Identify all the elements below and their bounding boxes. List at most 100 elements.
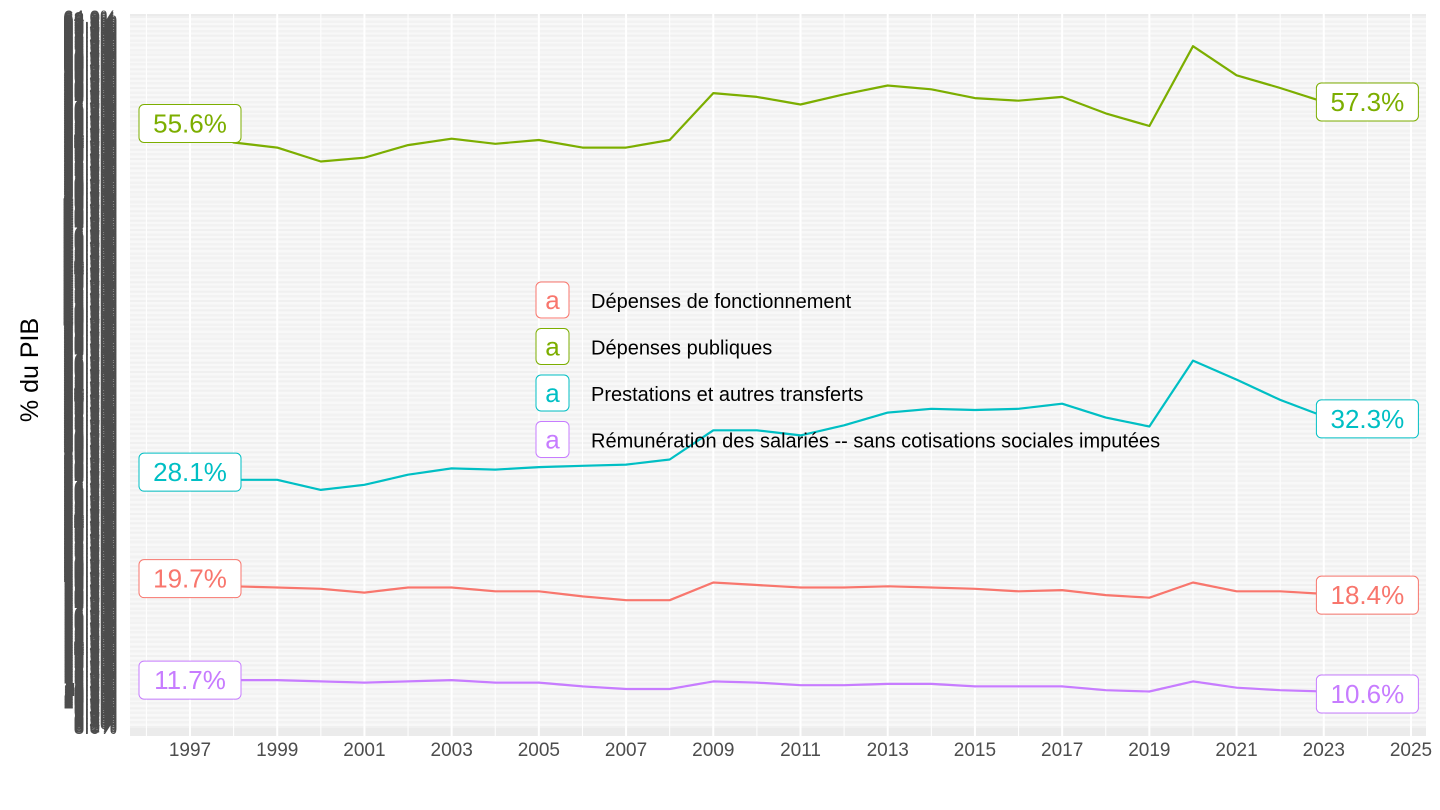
y-tick-label: 35.5% xyxy=(63,369,117,390)
y-axis-ticks: 8.0%8.1%8.2%8.3%8.4%8.5%8.6%8.7%8.8%8.9%… xyxy=(63,8,117,739)
y-tick-label: 18.2% xyxy=(63,589,117,610)
y-tick-label: 35.4% xyxy=(63,371,117,392)
y-tick-label: 8.2% xyxy=(74,715,117,736)
y-tick-label: 56.6% xyxy=(63,102,117,123)
label-text: 28.1% xyxy=(153,457,227,487)
y-tick-label: 31.0% xyxy=(63,426,117,447)
legend-key-glyph: a xyxy=(545,332,560,362)
label-box xyxy=(138,104,242,143)
y-tick-label: 55.0% xyxy=(63,122,117,143)
label-box xyxy=(138,660,242,700)
y-tick-label: 23.1% xyxy=(63,527,117,548)
y-tick-label: 36.0% xyxy=(63,363,117,384)
y-tick-label: 37.5% xyxy=(63,344,117,365)
y-tick-label: 46.4% xyxy=(63,231,117,252)
y-tick-label: 29.4% xyxy=(63,447,117,468)
y-tick-label: 26.1% xyxy=(63,489,117,510)
y-tick-label: 11.6% xyxy=(65,672,118,693)
y-tick-label: 45.9% xyxy=(63,237,117,258)
y-tick-label: 44.5% xyxy=(63,255,117,276)
y-tick-label: 26.4% xyxy=(63,485,117,506)
y-tick-label: 36.8% xyxy=(63,353,117,374)
y-tick-label: 46.8% xyxy=(63,226,117,247)
legend-key-glyph: a xyxy=(545,378,560,408)
y-tick-label: 19.0% xyxy=(63,579,117,600)
y-tick-label: 31.3% xyxy=(63,423,117,444)
label-box xyxy=(138,559,242,599)
y-tick-label: 50.4% xyxy=(63,180,117,201)
y-tick-label: 16.7% xyxy=(63,608,117,629)
y-tick-label: 40.8% xyxy=(63,302,117,323)
y-tick-label: 34.2% xyxy=(63,386,117,407)
y-tick-label: 62.9% xyxy=(63,22,117,43)
y-tick-label: 53.7% xyxy=(63,139,117,160)
y-tick-label: 31.6% xyxy=(63,419,117,440)
y-tick-label: 37.4% xyxy=(63,345,117,366)
y-tick-label: 38.3% xyxy=(63,334,117,355)
y-tick-label: 63.0% xyxy=(63,21,117,42)
y-tick-label: 26.6% xyxy=(63,482,117,503)
y-tick-label: 15.7% xyxy=(63,620,117,641)
y-tick-label: 31.2% xyxy=(63,424,117,445)
y-tick-label: 44.9% xyxy=(63,250,117,271)
y-tick-label: 46.3% xyxy=(63,232,117,253)
y-tick-label: 17.5% xyxy=(63,598,117,619)
y-tick-label: 60.8% xyxy=(63,49,117,70)
y-tick-label: 57.9% xyxy=(63,85,117,106)
y-tick-label: 26.2% xyxy=(63,487,117,508)
legend-key-box xyxy=(535,374,570,412)
y-tick-label: 61.8% xyxy=(63,36,117,57)
y-tick-label: 42.8% xyxy=(63,277,117,298)
y-tick-label: 18.8% xyxy=(63,581,117,602)
y-tick-label: 32.0% xyxy=(63,414,117,435)
y-tick-label: 37.2% xyxy=(63,348,117,369)
y-tick-label: 21.5% xyxy=(63,547,117,568)
label-text: 32.3% xyxy=(1331,404,1405,434)
y-tick-label: 34.5% xyxy=(63,382,117,403)
y-tick-label: 36.2% xyxy=(63,360,117,381)
y-tick-label: 27.9% xyxy=(63,466,117,487)
legend-label: Rémunération des salariés -- sans cotisa… xyxy=(591,431,1160,453)
y-tick-label: 56.3% xyxy=(63,106,117,127)
y-tick-label: 14.0% xyxy=(63,642,117,663)
y-tick-label: 24.3% xyxy=(63,511,117,532)
y-tick-label: 22.5% xyxy=(63,534,117,555)
y-tick-label: 21.7% xyxy=(63,544,117,565)
y-tick-label: 54.7% xyxy=(63,126,117,147)
y-tick-label: 53.8% xyxy=(63,137,117,158)
y-tick-label: 59.9% xyxy=(63,60,117,81)
y-tick-label: 33.4% xyxy=(63,396,117,417)
y-tick-label: 13.6% xyxy=(63,647,117,668)
y-tick-label: 12.3% xyxy=(63,663,117,684)
y-tick-label: 23.9% xyxy=(63,516,117,537)
y-tick-label: 26.7% xyxy=(63,481,117,502)
y-tick-label: 9.9% xyxy=(74,694,117,715)
y-tick-label: 55.3% xyxy=(63,118,117,139)
y-tick-label: 63.1% xyxy=(63,19,117,40)
y-tick-label: 53.5% xyxy=(63,141,117,162)
y-tick-label: 63.8% xyxy=(63,11,117,32)
y-tick-label: 60.7% xyxy=(63,50,117,71)
y-tick-label: 40.9% xyxy=(63,301,117,322)
y-tick-label: 13.1% xyxy=(63,653,117,674)
y-tick-label: 48.3% xyxy=(63,207,117,228)
y-tick-label: 51.9% xyxy=(63,161,117,182)
y-tick-label: 61.6% xyxy=(63,38,117,59)
y-tick-label: 41.0% xyxy=(63,300,117,321)
x-tick-label: 2001 xyxy=(343,740,385,761)
y-tick-label: 19.3% xyxy=(63,575,117,596)
y-tick-label: 16.8% xyxy=(63,606,117,627)
y-tick-label: 38.1% xyxy=(63,336,117,357)
y-tick-label: 29.5% xyxy=(63,445,117,466)
y-tick-label: 61.4% xyxy=(63,41,117,62)
y-tick-label: 47.8% xyxy=(63,213,117,234)
y-tick-label: 29.8% xyxy=(63,442,117,463)
y-tick-label: 46.2% xyxy=(63,234,117,255)
y-tick-label: 37.6% xyxy=(63,343,117,364)
y-tick-label: 10.0% xyxy=(63,693,117,714)
y-tick-label: 59.6% xyxy=(63,64,117,85)
legend-key-glyph: a xyxy=(545,285,560,315)
y-tick-label: 41.1% xyxy=(63,298,117,319)
y-tick-label: 43.0% xyxy=(63,274,117,295)
y-tick-label: 16.9% xyxy=(63,605,117,626)
